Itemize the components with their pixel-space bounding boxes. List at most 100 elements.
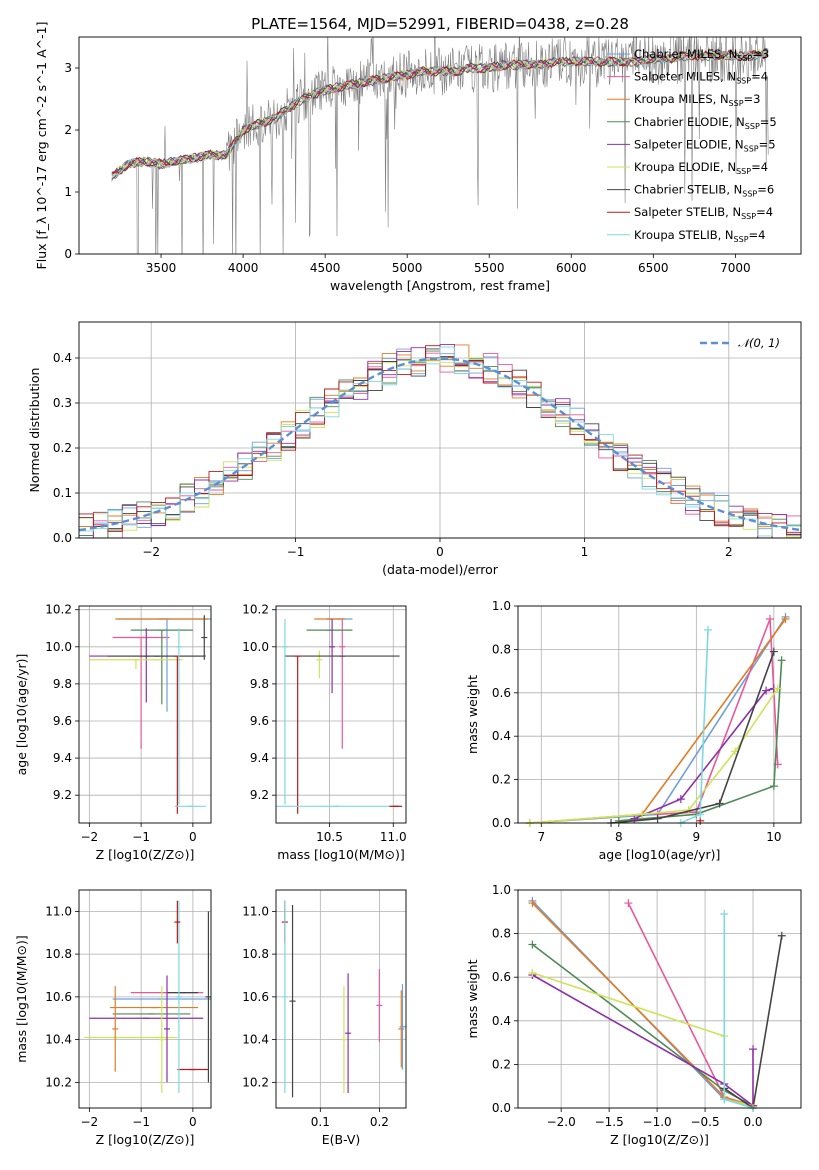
mass_vs_Z-ytick-label: 11.0 xyxy=(45,904,72,918)
spectrum-frame xyxy=(78,36,802,255)
weight-marker xyxy=(528,940,537,949)
weight-marker xyxy=(769,782,778,791)
residuals-xtick-label: 0 xyxy=(436,545,444,559)
age_vs_Z-ytick-label: 9.2 xyxy=(53,788,72,802)
residuals-xlabel: (data-model)/error xyxy=(382,562,499,577)
age_vs_mass-ytick-label: 9.2 xyxy=(250,788,269,802)
legend-label-subscript: SSP xyxy=(729,99,744,108)
model-fit-line-salpeter_stelib xyxy=(111,49,769,175)
age_vs_Z-ytick-label: 9.6 xyxy=(53,714,72,728)
mass_vs_Z-xtick-label: −1 xyxy=(132,1115,150,1129)
spectrum-xlabel: wavelength [Angstrom, rest frame] xyxy=(330,278,550,293)
weight_vs_Z-xlabel: Z [log10(Z/Z⊙)] xyxy=(610,1132,709,1147)
data-point xyxy=(294,655,301,814)
legend-label: Chabrier MILES, N xyxy=(634,47,737,61)
spectrum-xtick-label: 5500 xyxy=(474,261,505,275)
data-point xyxy=(158,986,165,1094)
mass_vs_Z-ytick-label: 10.2 xyxy=(45,1075,72,1089)
mass_vs_ebv-axes: 0.1 0.2 10.2 10.4 10.6 10.8 11.0 xyxy=(242,890,406,1129)
mass_vs_ebv-ytick-label: 10.4 xyxy=(242,1033,269,1047)
age_vs_mass-ytick-label: 9.6 xyxy=(250,714,269,728)
weight-line-chabrier_stelib xyxy=(610,651,775,823)
data-point xyxy=(281,618,288,805)
legend-label-subscript: SSP xyxy=(744,144,759,153)
age_vs_mass-ytick-label: 9.8 xyxy=(250,677,269,691)
weight-marker xyxy=(720,909,729,918)
mass_vs_Z-xlabel: Z [log10(Z/Z⊙)] xyxy=(96,1132,195,1147)
residuals-ytick-label: 0.3 xyxy=(53,396,72,410)
residuals-ylabel: Normed distribution xyxy=(27,368,42,493)
data-point xyxy=(289,904,296,1098)
mass_vs_Z-ytick-label: 10.8 xyxy=(45,947,72,961)
weight-marker xyxy=(765,615,774,624)
mass_vs_ebv-ytick-label: 11.0 xyxy=(242,904,269,918)
weight_vs_Z-xtick-label: −2.0 xyxy=(547,1115,576,1129)
age_vs_mass-ytick-label: 9.4 xyxy=(250,751,269,765)
legend-label-subscript: SSP xyxy=(742,190,757,199)
spectrum-ytick-label: 2 xyxy=(64,123,72,137)
age_vs_mass-xlabel: mass [log10(M/M⊙)] xyxy=(277,847,405,862)
mass_vs_ebv-ytick-label: 10.8 xyxy=(242,947,269,961)
weight-line-salpeter_elodie xyxy=(633,687,775,820)
spectrum-xtick-label: 4500 xyxy=(310,261,341,275)
weight_vs_age-ytick-label: 0.2 xyxy=(492,773,511,787)
weight_vs_Z-ytick-label: 0.8 xyxy=(492,927,511,941)
data-point xyxy=(399,984,406,1070)
weight_vs_age-xlabel: age [log10(age/yr)] xyxy=(599,847,721,862)
legend-label: Salpeter STELIB, N xyxy=(634,205,741,219)
mass_vs_ebv-xtick-label: 0.1 xyxy=(311,1115,330,1129)
age_vs_Z-ylabel: age [log10(age/yr)] xyxy=(14,654,29,776)
legend-label-tail: =6 xyxy=(757,183,774,197)
weight-marker xyxy=(528,899,537,908)
legend-label-subscript: SSP xyxy=(736,77,751,86)
spectrum-xtick-label: 6500 xyxy=(638,261,669,275)
weight-marker xyxy=(749,1045,758,1054)
data-point xyxy=(175,628,182,805)
data-point xyxy=(164,975,170,1083)
data-point xyxy=(316,650,323,679)
age_vs_Z-xtick-label: −1 xyxy=(132,830,150,844)
weight_vs_age-ytick-label: 0.6 xyxy=(492,686,511,700)
age_vs_Z-ytick-label: 9.4 xyxy=(53,751,72,765)
weight_vs_age-xtick-label: 9 xyxy=(693,830,701,844)
legend-label-subscript: SSP xyxy=(736,167,751,176)
weight-marker xyxy=(676,795,685,804)
mass_vs_Z-frame xyxy=(78,889,212,1109)
data-point xyxy=(205,911,211,1083)
legend-label-tail: =4 xyxy=(756,205,773,219)
weight-line-salpeter_elodie xyxy=(532,974,754,1108)
weight-marker xyxy=(715,799,724,808)
data-point xyxy=(175,900,182,1094)
legend-label-subscript: SSP xyxy=(741,212,756,221)
legend-label: Chabrier ELODIE, N xyxy=(634,115,745,129)
weight-marker xyxy=(703,625,712,634)
age_vs_Z-axes: −2 −1 0 9.2 9.4 9.6 9.8 10.0 10.2 xyxy=(45,603,211,844)
mass_vs_ebv-frame xyxy=(275,889,407,1109)
age_vs_mass-xtick-label: 10.5 xyxy=(316,830,343,844)
age_vs_Z-frame xyxy=(78,605,212,824)
weight_vs_Z-ytick-label: 0.2 xyxy=(492,1057,511,1071)
weight-marker xyxy=(777,931,786,940)
legend-label-tail: =5 xyxy=(760,115,777,129)
legend-label-subscript: SSP xyxy=(737,54,752,63)
legend-label-tail: =5 xyxy=(759,137,776,151)
weight_vs_Z-xtick-label: −1.5 xyxy=(595,1115,624,1129)
weight-marker xyxy=(781,615,790,624)
spectrum-ylabel: Flux [f_λ 10^-17 erg cm^-2 s^-1 A^-1] xyxy=(34,22,49,270)
legend-label-tail: =3 xyxy=(752,47,769,61)
weight_vs_age-ytick-label: 0.8 xyxy=(492,642,511,656)
residuals-ytick-label: 0.2 xyxy=(53,441,72,455)
mass_vs_Z-ytick-label: 10.6 xyxy=(45,990,72,1004)
legend-entry-salpeter_stelib: Salpeter STELIB, NSSP=4 xyxy=(634,205,773,221)
legend-entry-gaussian: 𝒩(0, 1) xyxy=(738,336,780,350)
legend-label-tail: =4 xyxy=(749,228,766,242)
weight_vs_Z-ytick-label: 0.6 xyxy=(492,970,511,984)
age_vs_Z-xlabel: Z [log10(Z/Z⊙)] xyxy=(96,847,195,862)
weight-marker xyxy=(528,968,537,977)
mass_vs_ebv-ytick-label: 10.6 xyxy=(242,990,269,1004)
spectrum-xtick-label: 4000 xyxy=(228,261,259,275)
weight_vs_Z-xtick-label: 0.0 xyxy=(743,1115,762,1129)
weight_vs_age-xtick-label: 8 xyxy=(615,830,623,844)
data-point xyxy=(130,629,193,705)
